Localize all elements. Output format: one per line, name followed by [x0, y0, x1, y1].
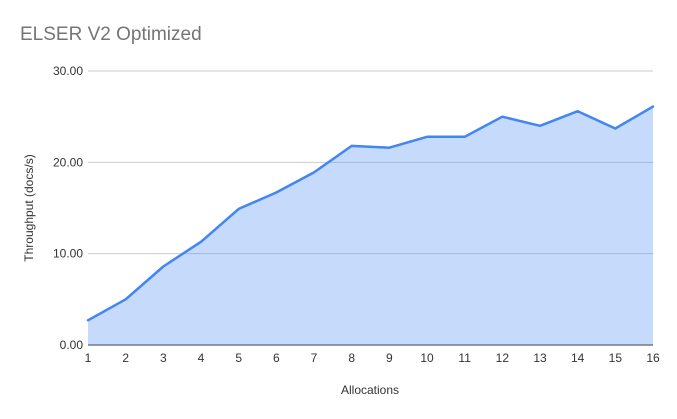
x-tick-label: 7	[311, 351, 318, 365]
x-tick-label: 10	[420, 351, 434, 365]
x-tick-label: 5	[235, 351, 242, 365]
x-axis-title: Allocations	[340, 383, 400, 397]
x-tick-label: 8	[348, 351, 355, 365]
y-tick-label: 30.00	[53, 64, 83, 78]
x-tick-label: 15	[609, 351, 623, 365]
y-tick-label: 10.00	[53, 247, 83, 261]
x-tick-label: 2	[122, 351, 129, 365]
x-tick-label: 16	[646, 351, 660, 365]
x-tick-label: 4	[198, 351, 205, 365]
series-line	[86, 105, 655, 322]
series-area	[88, 106, 653, 345]
chart-title: ELSER V2 Optimized	[20, 24, 202, 45]
x-tick-label: 14	[571, 351, 585, 365]
x-tick-label: 6	[273, 351, 280, 365]
x-tick-label: 3	[160, 351, 167, 365]
x-tick-label: 1	[85, 351, 92, 365]
x-tick-label: 11	[458, 351, 471, 365]
x-tick-label: 12	[496, 351, 510, 365]
y-tick-label: 20.00	[53, 155, 83, 169]
y-axis-title: Throughput (docs/s)	[22, 154, 36, 262]
x-tick-label: 9	[386, 351, 393, 365]
y-tick-label: 0.00	[60, 338, 84, 352]
x-tick-label: 13	[533, 351, 547, 365]
